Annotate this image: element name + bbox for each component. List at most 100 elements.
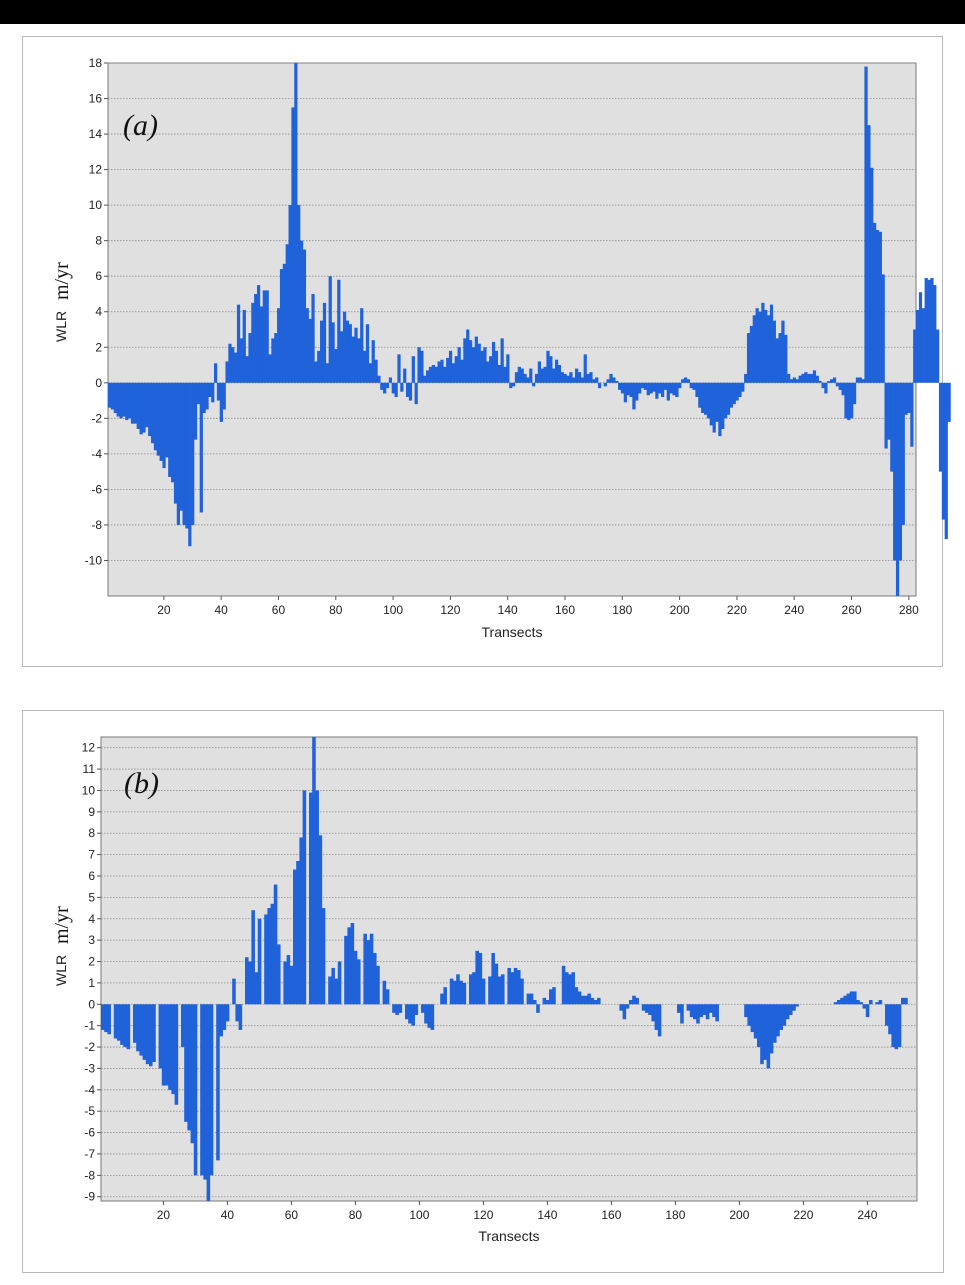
bar bbox=[254, 972, 259, 1005]
bar bbox=[231, 347, 235, 383]
bar bbox=[592, 379, 596, 383]
bar bbox=[568, 974, 572, 1005]
x-axis-label-b: Transects bbox=[479, 1228, 540, 1244]
bar bbox=[712, 1004, 716, 1018]
bar bbox=[392, 1004, 396, 1013]
bar bbox=[612, 377, 616, 383]
bar bbox=[350, 923, 355, 1005]
bar bbox=[270, 903, 275, 1005]
bar bbox=[142, 1004, 147, 1060]
x-ticks-a: 20 40 60 80 100 120 140 160 180 200 220 240 260 280 bbox=[157, 596, 919, 617]
bar bbox=[849, 991, 854, 1005]
bar bbox=[414, 382, 418, 405]
x-tick-label: 140 bbox=[498, 603, 518, 617]
bar bbox=[895, 382, 900, 596]
bar bbox=[632, 382, 636, 410]
bar bbox=[373, 952, 377, 1005]
panel-label-b: (b) bbox=[124, 767, 159, 800]
y-tick-label: -5 bbox=[84, 1104, 95, 1118]
bar bbox=[735, 382, 739, 401]
x-tick-label: 40 bbox=[214, 603, 228, 617]
bar bbox=[202, 382, 206, 414]
bar bbox=[513, 967, 518, 1005]
y-tick-label: 10 bbox=[89, 198, 103, 212]
plot-area-a bbox=[107, 62, 917, 597]
bar bbox=[311, 293, 315, 383]
bar bbox=[752, 315, 756, 383]
bar bbox=[153, 382, 158, 451]
bar bbox=[347, 927, 351, 1005]
bar bbox=[807, 373, 811, 383]
bar bbox=[299, 837, 303, 1005]
bar bbox=[686, 379, 690, 383]
bar bbox=[907, 382, 911, 414]
bar bbox=[695, 382, 699, 398]
bar bbox=[815, 375, 819, 383]
bar bbox=[864, 66, 868, 383]
bar bbox=[125, 382, 129, 421]
bar bbox=[385, 989, 390, 1005]
bar bbox=[641, 1004, 646, 1011]
bar bbox=[383, 382, 387, 394]
bar bbox=[635, 382, 639, 401]
bar bbox=[472, 972, 476, 1005]
bar bbox=[328, 276, 332, 383]
bar bbox=[463, 338, 467, 383]
bar bbox=[698, 382, 702, 408]
bar bbox=[328, 976, 332, 1005]
bar bbox=[798, 375, 802, 383]
x-tick-label: 120 bbox=[440, 603, 460, 617]
bar bbox=[228, 343, 232, 383]
bar bbox=[561, 965, 566, 1005]
bar bbox=[411, 356, 415, 383]
bar bbox=[818, 381, 822, 383]
bar bbox=[483, 347, 487, 383]
x-tick-label: 80 bbox=[349, 1208, 363, 1222]
bar bbox=[893, 382, 897, 561]
bar bbox=[675, 382, 679, 398]
bar bbox=[340, 331, 344, 383]
bar bbox=[331, 322, 335, 383]
bar bbox=[302, 249, 307, 383]
bar bbox=[918, 292, 923, 383]
bar bbox=[188, 382, 192, 547]
bar bbox=[509, 382, 513, 389]
bar bbox=[376, 965, 380, 1005]
bar bbox=[597, 382, 602, 389]
bar bbox=[812, 370, 817, 383]
bar bbox=[232, 978, 236, 1005]
bar bbox=[148, 382, 152, 437]
bar bbox=[938, 382, 943, 472]
bar bbox=[870, 167, 874, 383]
bar bbox=[669, 382, 673, 394]
bar bbox=[168, 1004, 172, 1090]
bar bbox=[901, 997, 905, 1005]
bar bbox=[726, 382, 731, 415]
bar bbox=[451, 363, 456, 383]
bar bbox=[191, 382, 195, 525]
bar bbox=[646, 382, 650, 396]
bar bbox=[187, 1004, 191, 1131]
bar bbox=[775, 338, 779, 383]
bar bbox=[491, 341, 496, 383]
bar bbox=[478, 952, 483, 1005]
x-tick-label: 180 bbox=[665, 1208, 685, 1222]
bar bbox=[549, 356, 553, 383]
bar bbox=[488, 976, 492, 1005]
bar bbox=[181, 1004, 185, 1048]
bar bbox=[689, 382, 693, 389]
bar bbox=[537, 361, 542, 383]
bar bbox=[552, 987, 556, 1005]
bar bbox=[174, 1004, 179, 1105]
bar bbox=[769, 304, 774, 383]
bar bbox=[411, 1004, 415, 1026]
bar bbox=[766, 1004, 771, 1069]
y-tick-label: 10 bbox=[82, 783, 96, 797]
bar bbox=[494, 963, 499, 1005]
bar bbox=[593, 1000, 598, 1005]
bar bbox=[936, 329, 940, 383]
bar bbox=[184, 1004, 188, 1122]
bar bbox=[563, 373, 567, 383]
bar bbox=[267, 908, 271, 1005]
bar bbox=[769, 1004, 774, 1054]
